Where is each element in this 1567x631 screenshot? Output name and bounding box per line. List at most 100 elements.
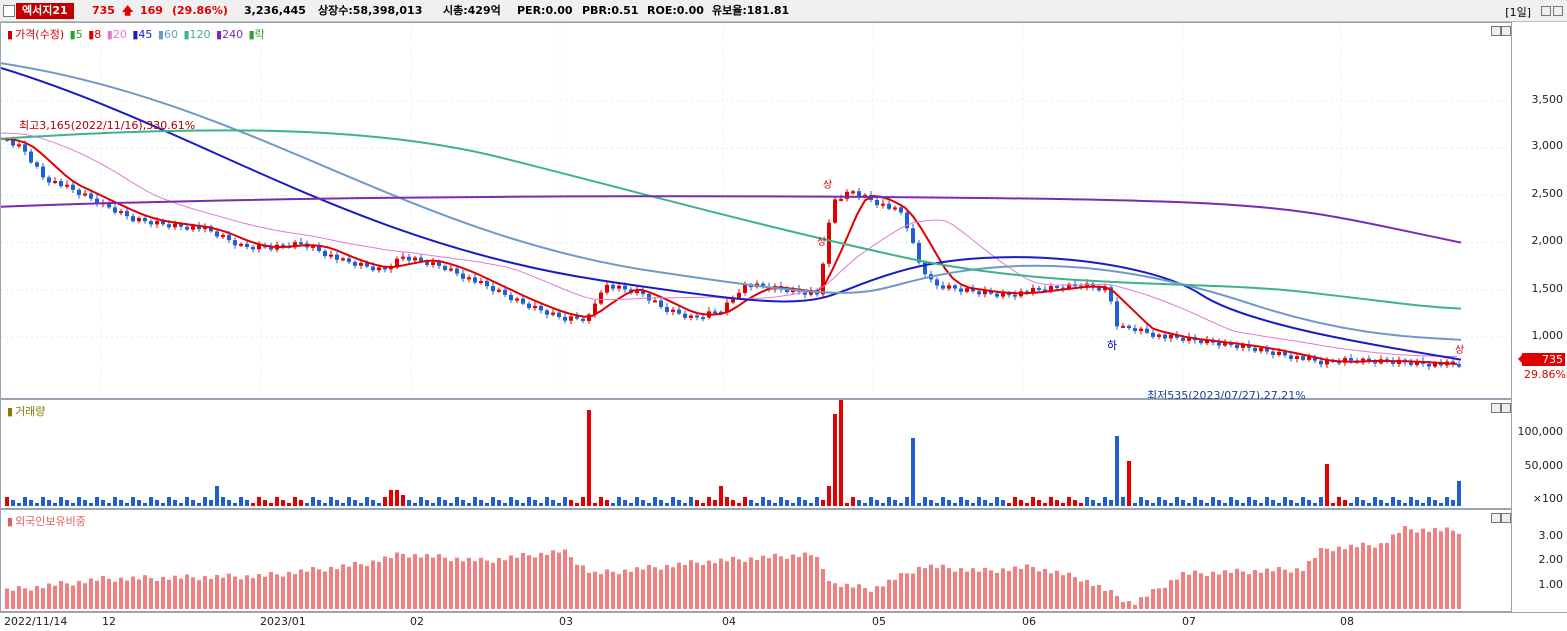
stock-name[interactable]: 엑서지21 [16,3,74,19]
volume-bar [899,503,903,506]
candle-body [323,251,327,257]
candle-body [1181,337,1185,341]
minimize-icon[interactable] [1541,6,1551,16]
candle-body [197,226,201,230]
volume-bar [383,497,387,506]
price-pane[interactable]: ▮ 가격(수정) ▮5 ▮8 ▮20 ▮45 ▮60 ▮120 ▮240 ▮락 최… [0,22,1512,402]
legend-ma8[interactable]: ▮8 [88,28,102,41]
foreign-bar [1307,561,1311,609]
candle-body [965,288,969,292]
current-price-tag: 735 [1522,353,1565,366]
candle-body [1427,363,1431,367]
legend-ma5[interactable]: ▮5 [69,28,83,41]
volume-bar [1397,500,1401,506]
legend-ma60[interactable]: ▮60 [157,28,178,41]
volume-pane[interactable]: ▮ 거래량 [0,399,1512,509]
volume-bar [815,497,819,506]
foreign-bar [389,558,393,609]
legend-ma240[interactable]: ▮240 [216,28,244,41]
volume-bar [929,500,933,506]
volume-bar [1163,500,1167,506]
foreign-bar [59,581,63,609]
foreign-bar [581,565,585,609]
foreign-title-text: 외국인보유비중 [15,515,86,528]
pane-minimize-icon[interactable] [1491,26,1501,36]
volume-bar [359,503,363,506]
foreign-bar [1223,570,1227,609]
volume-bar [227,500,231,506]
pane-minimize-icon[interactable] [1491,403,1501,413]
foreign-bar [1007,570,1011,609]
volume-bar [473,497,477,506]
foreign-bar [1409,529,1413,609]
candle-body [713,311,717,314]
candle-body [41,166,45,178]
volume-bar [257,497,261,506]
foreign-bar [395,552,399,609]
candle-body [635,290,639,294]
candle-body [1307,357,1311,360]
candle-body [575,316,579,319]
legend-ma20[interactable]: ▮20 [106,28,127,41]
foreign-bar [107,578,111,609]
foreign-bar [1439,531,1443,609]
foreign-bar [989,570,993,609]
foreign-bar [1103,591,1107,609]
volume-bar [1235,500,1239,506]
pane-close-icon[interactable] [1501,26,1511,36]
date-label: 2023/01 [260,615,306,628]
period-selector[interactable]: [1일] [1505,6,1531,19]
volume-bar [593,503,597,506]
candle-body [83,193,87,196]
candle-body [1139,328,1143,332]
volume-bar [509,497,513,506]
foreign-bar [263,576,267,609]
foreign-bar [281,576,285,609]
volume-bar [893,500,897,506]
candle-body [659,300,663,307]
foreign-bar [1199,573,1203,609]
foreign-bar [485,560,489,609]
pane-minimize-icon[interactable] [1491,513,1501,523]
volume-bar [1253,500,1257,506]
foreign-bar [407,557,411,609]
candle-body [641,290,645,294]
foreign-bar [377,562,381,609]
volume-bar [1367,503,1371,506]
volume-bar [1445,497,1449,506]
candle-body [857,191,861,197]
volume-bar [89,503,93,506]
foreign-bar [347,566,351,609]
candle-body [1319,360,1323,365]
legend-ma120[interactable]: ▮120 [183,28,211,41]
foreign-bar [1037,571,1041,609]
pane-close-icon[interactable] [1501,403,1511,413]
volume-bar [1025,503,1029,506]
foreign-pane[interactable]: ▮ 외국인보유비중 [0,509,1512,612]
candle-body [653,300,657,303]
foreign-bar [1379,543,1383,609]
legend-ma45[interactable]: ▮45 [132,28,153,41]
foreign-bar [239,579,243,609]
volume-bar [95,497,99,506]
candle-body [65,184,69,187]
volume-bar [797,497,801,506]
candle-body [23,144,27,152]
close-icon[interactable] [1553,6,1563,16]
candle-body [959,288,963,292]
candle-body [1085,283,1089,288]
select-checkbox[interactable] [3,5,15,17]
volume-bar [791,503,795,506]
foreign-bar [383,556,387,609]
foreign-bar [1133,604,1137,609]
foreign-bar [1367,545,1371,609]
candle-body [971,288,975,292]
ma20-line [1,132,1458,358]
candle-body [515,298,519,301]
foreign-bar [491,562,495,609]
candle-body [725,302,729,313]
pane-close-icon[interactable] [1501,513,1511,523]
volume-bar [161,503,165,506]
date-label: 06 [1022,615,1036,628]
volume-bar [263,500,267,506]
